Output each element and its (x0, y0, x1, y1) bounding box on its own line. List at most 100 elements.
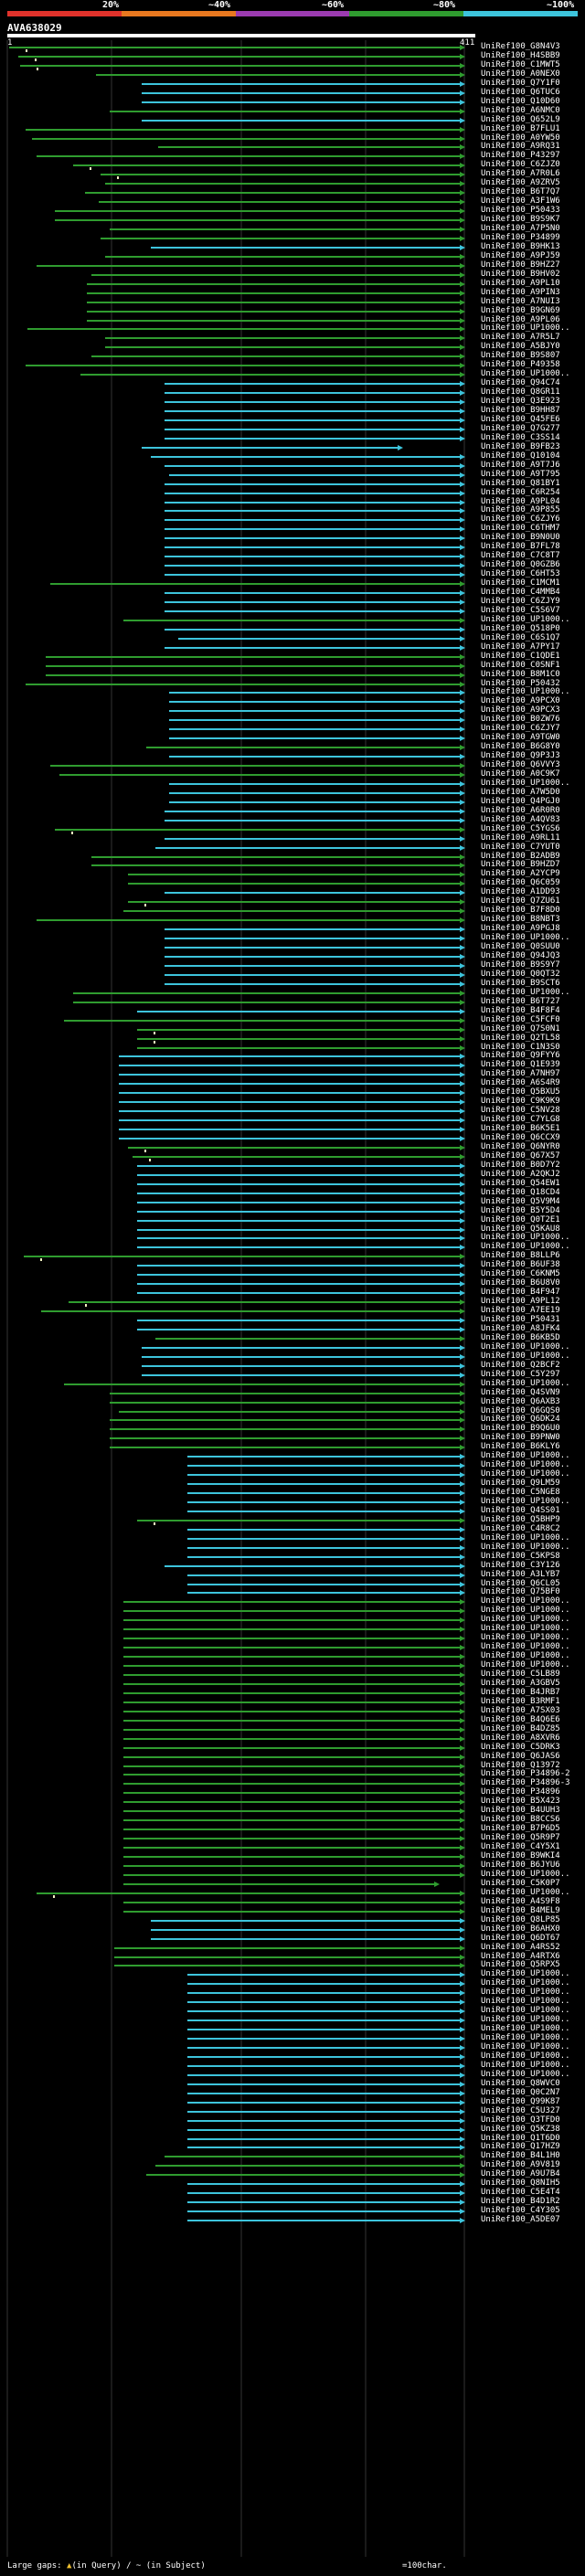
hit-label[interactable]: UniRef100_A7NH97 (481, 1069, 560, 1078)
hit-label[interactable]: UniRef100_A0C9K7 (481, 769, 560, 779)
hit-label[interactable]: UniRef100_Q5KZ38 (481, 2125, 560, 2134)
hit-label[interactable]: UniRef100_B6T727 (481, 997, 560, 1006)
hit-label[interactable]: UniRef100_Q13972 (481, 1761, 560, 1770)
hit-label[interactable]: UniRef100_A9PGJ8 (481, 924, 560, 933)
hit-label[interactable]: UniRef100_UP1000.. (481, 1596, 570, 1606)
hit-label[interactable]: UniRef100_UP1000.. (481, 369, 570, 378)
hit-label[interactable]: UniRef100_A6S4R9 (481, 1078, 560, 1087)
hit-label[interactable]: UniRef100_A7EE19 (481, 1306, 560, 1315)
hit-label[interactable]: UniRef100_C7YUT0 (481, 843, 560, 852)
hit-label[interactable]: UniRef100_Q9FYY6 (481, 1051, 560, 1060)
hit-label[interactable]: UniRef100_B4JRB7 (481, 1688, 560, 1697)
hit-label[interactable]: UniRef100_C4Y305 (481, 2206, 560, 2215)
hit-label[interactable]: UniRef100_Q67X57 (481, 1151, 560, 1161)
hit-label[interactable]: UniRef100_A7NUI3 (481, 297, 560, 306)
hit-label[interactable]: UniRef100_B3RMF1 (481, 1697, 560, 1706)
hit-label[interactable]: UniRef100_A3LYB7 (481, 1570, 560, 1579)
hit-label[interactable]: UniRef100_C5FCF0 (481, 1015, 560, 1024)
hit-label[interactable]: UniRef100_C3SS14 (481, 433, 560, 442)
hit-label[interactable]: UniRef100_Q6AXB3 (481, 1397, 560, 1406)
hit-label[interactable]: UniRef100_B8LLP6 (481, 1251, 560, 1260)
hit-label[interactable]: UniRef100_B8NBT3 (481, 915, 560, 924)
hit-label[interactable]: UniRef100_B7P6D5 (481, 1824, 560, 1833)
hit-label[interactable]: UniRef100_Q1E939 (481, 1060, 560, 1069)
hit-label[interactable]: UniRef100_Q6DK24 (481, 1415, 560, 1424)
hit-label[interactable]: UniRef100_A9PIN3 (481, 288, 560, 297)
hit-label[interactable]: UniRef100_Q0GZB6 (481, 560, 560, 569)
hit-label[interactable]: UniRef100_UP1000.. (481, 1997, 570, 2006)
hit-label[interactable]: UniRef100_B2ADB9 (481, 852, 560, 861)
hit-label[interactable]: UniRef100_Q2TL58 (481, 1034, 560, 1043)
hit-label[interactable]: UniRef100_C6ZJY6 (481, 514, 560, 524)
hit-label[interactable]: UniRef100_B9HV02 (481, 270, 560, 279)
hit-label[interactable]: UniRef100_A1DD93 (481, 887, 560, 896)
hit-label[interactable]: UniRef100_Q4SVN9 (481, 1388, 560, 1397)
hit-label[interactable]: UniRef100_A9RL11 (481, 833, 560, 843)
hit-label[interactable]: UniRef100_Q652L9 (481, 115, 560, 124)
hit-label[interactable]: UniRef100_B6T7Q7 (481, 187, 560, 196)
hit-label[interactable]: UniRef100_Q7Y1F0 (481, 79, 560, 88)
hit-label[interactable]: UniRef100_UP1000.. (481, 1451, 570, 1460)
hit-label[interactable]: UniRef100_B8CCS6 (481, 1815, 560, 1824)
hit-label[interactable]: UniRef100_C6ZJY7 (481, 724, 560, 733)
hit-label[interactable]: UniRef100_B7FL78 (481, 542, 560, 551)
hit-label[interactable]: UniRef100_UP1000.. (481, 1615, 570, 1624)
hit-label[interactable]: UniRef100_UP1000.. (481, 2051, 570, 2061)
hit-label[interactable]: UniRef100_A4RS52 (481, 1943, 560, 1952)
hit-label[interactable]: UniRef100_Q7S0N1 (481, 1024, 560, 1034)
hit-label[interactable]: UniRef100_C0SNF1 (481, 661, 560, 670)
hit-label[interactable]: UniRef100_B9HZD7 (481, 860, 560, 869)
hit-label[interactable]: UniRef100_B4Q6E6 (481, 1715, 560, 1724)
hit-label[interactable]: UniRef100_B9SCT6 (481, 979, 560, 988)
hit-label[interactable]: UniRef100_B6K5E1 (481, 1124, 560, 1133)
hit-label[interactable]: UniRef100_Q0SUU0 (481, 942, 560, 951)
hit-label[interactable]: UniRef100_C5DRK3 (481, 1743, 560, 1752)
hit-label[interactable]: UniRef100_C6KNM5 (481, 1269, 560, 1278)
hit-label[interactable]: UniRef100_C6THM7 (481, 524, 560, 533)
hit-label[interactable]: UniRef100_UP1000.. (481, 2070, 570, 2079)
hit-label[interactable]: UniRef100_Q6CL05 (481, 1579, 560, 1588)
hit-label[interactable]: UniRef100_B9S807 (481, 351, 560, 360)
hit-label[interactable]: UniRef100_Q5RPX5 (481, 1960, 560, 1969)
hit-label[interactable]: UniRef100_A4RTX6 (481, 1952, 560, 1961)
hit-label[interactable]: UniRef100_Q45FE6 (481, 415, 560, 424)
hit-label[interactable]: UniRef100_Q0T2E1 (481, 1215, 560, 1224)
hit-label[interactable]: UniRef100_UP1000.. (481, 615, 570, 624)
hit-label[interactable]: UniRef100_UP1000.. (481, 1660, 570, 1670)
hit-label[interactable]: UniRef100_B9WKI4 (481, 1851, 560, 1860)
hit-label[interactable]: UniRef100_UP1000.. (481, 1978, 570, 1988)
hit-label[interactable]: UniRef100_C3Y126 (481, 1561, 560, 1570)
hit-label[interactable]: UniRef100_B5X423 (481, 1797, 560, 1806)
hit-label[interactable]: UniRef100_Q3E923 (481, 397, 560, 406)
hit-label[interactable]: UniRef100_A8JFK4 (481, 1324, 560, 1333)
hit-label[interactable]: UniRef100_UP1000.. (481, 1352, 570, 1361)
hit-label[interactable]: UniRef100_UP1000.. (481, 2042, 570, 2051)
hit-label[interactable]: UniRef100_Q6CCX9 (481, 1133, 560, 1142)
hit-label[interactable]: UniRef100_B6AHX0 (481, 1924, 560, 1934)
hit-label[interactable]: UniRef100_A9TGW0 (481, 733, 560, 742)
hit-label[interactable]: UniRef100_Q7ZU61 (481, 896, 560, 906)
hit-label[interactable]: UniRef100_P50431 (481, 1315, 560, 1324)
hit-label[interactable]: UniRef100_Q75BF0 (481, 1587, 560, 1596)
hit-label[interactable]: UniRef100_A7R0L6 (481, 169, 560, 178)
hit-label[interactable]: UniRef100_C6ZJY9 (481, 597, 560, 606)
hit-label[interactable]: UniRef100_P50433 (481, 206, 560, 215)
hit-label[interactable]: UniRef100_A4QV83 (481, 815, 560, 824)
hit-label[interactable]: UniRef100_Q9P3J3 (481, 751, 560, 760)
hit-label[interactable]: UniRef100_A9T795 (481, 470, 560, 479)
hit-label[interactable]: UniRef100_P43297 (481, 151, 560, 160)
hit-label[interactable]: UniRef100_B9PNW0 (481, 1433, 560, 1442)
hit-label[interactable]: UniRef100_P34899 (481, 233, 560, 242)
hit-label[interactable]: UniRef100_B9HZ27 (481, 260, 560, 270)
hit-label[interactable]: UniRef100_UP1000.. (481, 1342, 570, 1352)
hit-label[interactable]: UniRef100_Q9LM59 (481, 1479, 560, 1488)
hit-label[interactable]: UniRef100_A9T7J6 (481, 461, 560, 470)
hit-label[interactable]: UniRef100_UP1000.. (481, 2015, 570, 2024)
hit-label[interactable]: UniRef100_UP1000.. (481, 1651, 570, 1660)
hit-label[interactable]: UniRef100_P49358 (481, 360, 560, 369)
hit-label[interactable]: UniRef100_Q8WVC0 (481, 2079, 560, 2088)
hit-label[interactable]: UniRef100_Q2BCF2 (481, 1361, 560, 1370)
hit-label[interactable]: UniRef100_Q54EW1 (481, 1179, 560, 1188)
hit-label[interactable]: UniRef100_UP1000.. (481, 1633, 570, 1642)
hit-label[interactable]: UniRef100_A9PL06 (481, 315, 560, 324)
